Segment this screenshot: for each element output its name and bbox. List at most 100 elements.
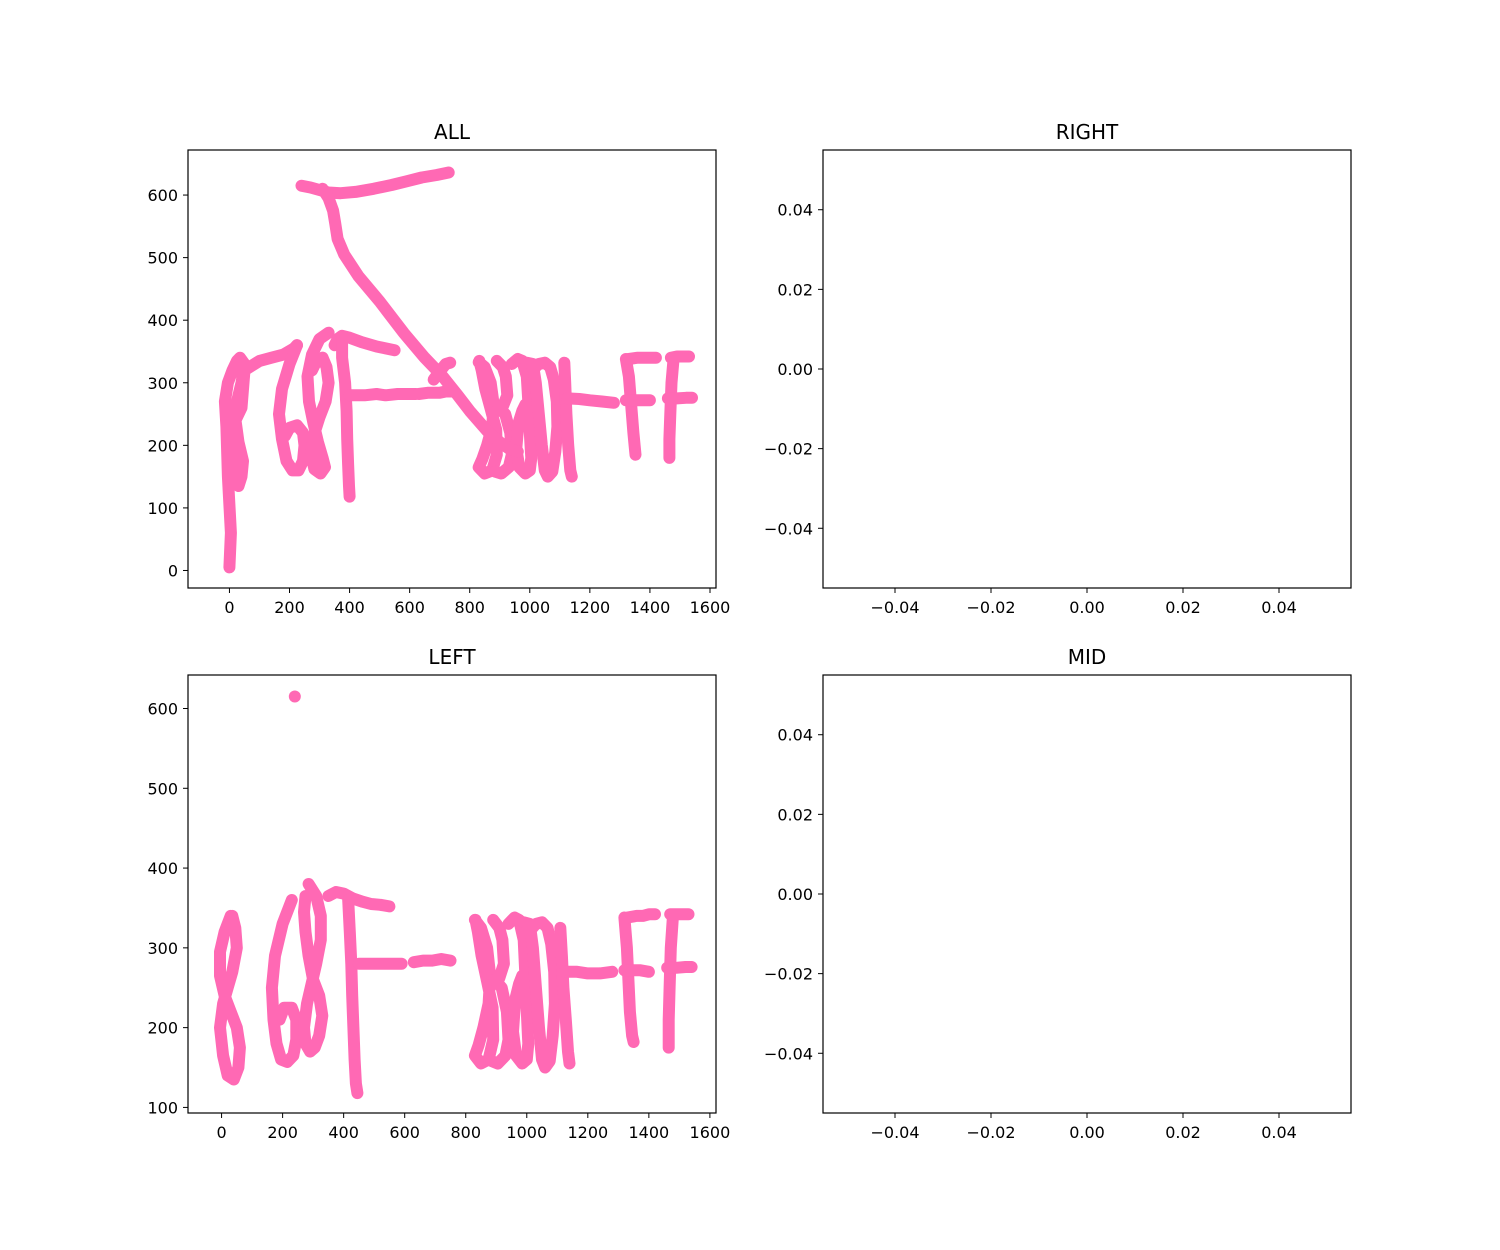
y-tick-label: 0.00 xyxy=(777,885,813,904)
y-tick-label: 100 xyxy=(147,1098,178,1117)
panel-title: RIGHT xyxy=(1056,120,1119,144)
x-tick-label: 1000 xyxy=(509,598,550,617)
data-stroke xyxy=(621,908,661,924)
data-stroke xyxy=(218,339,303,574)
y-tick-label: 600 xyxy=(147,700,178,719)
x-tick-label: 0 xyxy=(216,1123,226,1142)
data-stroke xyxy=(664,350,695,364)
data-point xyxy=(288,690,301,703)
data-stroke xyxy=(322,886,396,913)
y-tick-label: 300 xyxy=(147,939,178,958)
x-tick-label: 0.00 xyxy=(1069,1123,1105,1142)
series-all xyxy=(218,166,698,574)
x-tick-label: 800 xyxy=(454,598,485,617)
data-stroke xyxy=(273,339,311,477)
y-tick-label: −0.02 xyxy=(764,440,813,459)
data-stroke xyxy=(561,392,620,409)
x-tick-label: 800 xyxy=(450,1123,481,1142)
data-stroke xyxy=(663,354,680,464)
data-stroke xyxy=(468,913,500,1070)
x-tick-label: 1600 xyxy=(690,598,731,617)
x-tick-label: 1600 xyxy=(690,1123,731,1142)
data-stroke xyxy=(520,356,564,483)
data-stroke xyxy=(316,182,524,458)
axes-frame xyxy=(822,674,1352,1114)
data-stroke xyxy=(662,913,679,1054)
data-stroke xyxy=(265,894,303,1068)
x-tick-label: 0.04 xyxy=(1261,598,1297,617)
axes-frame xyxy=(187,674,717,1114)
x-tick-label: 0 xyxy=(224,598,234,617)
x-tick-label: 600 xyxy=(394,598,425,617)
y-tick-label: 500 xyxy=(147,249,178,268)
x-tick-label: −0.04 xyxy=(870,1123,919,1142)
data-stroke xyxy=(558,965,619,980)
x-tick-label: −0.04 xyxy=(870,598,919,617)
panel-mid: −0.04 −0.02 0.00 0.02 0.04 −0.04 −0.02 0.00 0.02… xyxy=(764,645,1352,1142)
data-stroke xyxy=(517,916,561,1074)
data-stroke xyxy=(342,894,364,1100)
y-tick-label: −0.04 xyxy=(764,519,813,538)
y-tick-label: 500 xyxy=(147,779,178,798)
y-tick-label: 0.04 xyxy=(777,201,813,220)
x-tick-label: 1200 xyxy=(567,1123,608,1142)
data-stroke xyxy=(485,913,515,1070)
data-stroke xyxy=(407,953,457,969)
data-stroke xyxy=(622,351,662,365)
data-stroke xyxy=(618,964,655,978)
y-tick-label: 400 xyxy=(147,859,178,878)
x-tick-label: 400 xyxy=(328,1123,359,1142)
x-tick-label: 0.00 xyxy=(1069,598,1105,617)
x-tick-label: 0.02 xyxy=(1165,598,1201,617)
data-stroke xyxy=(412,385,458,400)
y-tick-label: 200 xyxy=(147,436,178,455)
y-tick-label: −0.02 xyxy=(764,965,813,984)
panel-all: 0 200 400 600 800 1000 1200 1400 1600 0 100 200 300 4… xyxy=(147,120,730,617)
data-stroke xyxy=(661,961,698,974)
y-tick-label: 0.02 xyxy=(777,280,813,299)
x-tick-label: 600 xyxy=(389,1123,420,1142)
axes-frame xyxy=(187,149,717,589)
x-tick-label: 200 xyxy=(274,598,305,617)
series-left xyxy=(214,690,698,1100)
data-stroke xyxy=(502,911,535,1070)
data-stroke xyxy=(558,356,578,483)
y-tick-label: 0.02 xyxy=(777,805,813,824)
x-tick-label: 1400 xyxy=(630,598,671,617)
x-tick-label: −0.02 xyxy=(966,1123,1015,1142)
x-tick-label: 0.04 xyxy=(1261,1123,1297,1142)
axes-frame xyxy=(822,149,1352,589)
data-stroke xyxy=(661,391,698,405)
y-tick-label: 300 xyxy=(147,374,178,393)
y-tick-label: −0.04 xyxy=(764,1044,813,1063)
data-stroke xyxy=(298,878,329,1058)
data-stroke xyxy=(301,326,335,480)
panel-left: 0 200 400 600 800 1000 1200 1400 1600 100 200 300 40… xyxy=(147,645,730,1142)
y-tick-label: 600 xyxy=(147,186,178,205)
panel-title: ALL xyxy=(434,120,471,144)
data-stroke xyxy=(619,353,642,461)
x-tick-label: 200 xyxy=(267,1123,298,1142)
y-tick-label: 200 xyxy=(147,1019,178,1038)
y-tick-label: 0.04 xyxy=(777,726,813,745)
panel-title: MID xyxy=(1068,645,1107,669)
x-tick-label: 0.02 xyxy=(1165,1123,1201,1142)
panel-right: −0.04 −0.02 0.00 0.02 0.04 −0.04 −0.02 0.00 0.02… xyxy=(764,120,1352,617)
x-tick-label: −0.02 xyxy=(966,598,1015,617)
x-tick-label: 1000 xyxy=(506,1123,547,1142)
data-stroke xyxy=(472,354,503,480)
data-stroke xyxy=(343,388,422,402)
y-tick-label: 0 xyxy=(168,561,178,580)
panel-title: LEFT xyxy=(428,645,476,669)
data-stroke xyxy=(336,331,356,503)
x-tick-label: 1400 xyxy=(628,1123,669,1142)
y-tick-label: 400 xyxy=(147,311,178,330)
x-tick-label: 1200 xyxy=(569,598,610,617)
data-stroke xyxy=(489,354,518,480)
y-tick-label: 0.00 xyxy=(777,360,813,379)
data-stroke xyxy=(554,921,576,1070)
y-tick-label: 100 xyxy=(147,499,178,518)
data-stroke xyxy=(214,909,246,1086)
data-stroke xyxy=(618,911,640,1048)
